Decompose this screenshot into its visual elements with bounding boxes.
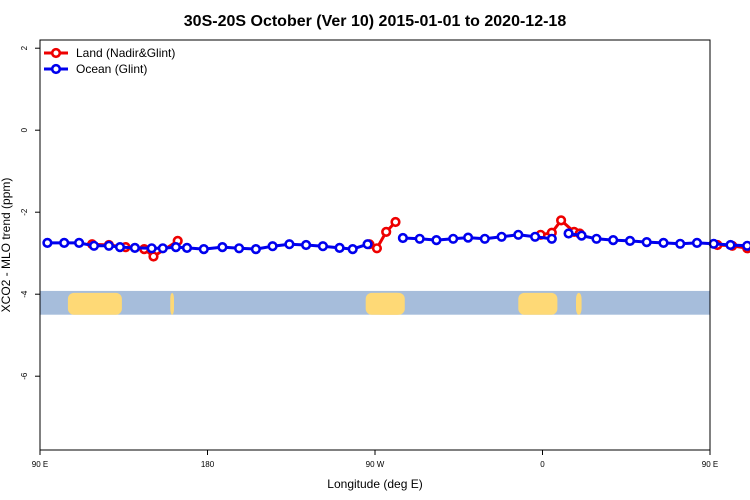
- data-point: [362, 239, 373, 250]
- x-axis: 90 E 180 90 W 0 90 E: [32, 450, 718, 469]
- x-tick-label: 90 E: [702, 460, 718, 469]
- y-tick-label: 0: [20, 127, 29, 132]
- background-band: [40, 290, 710, 315]
- data-point: [181, 242, 193, 253]
- chart-title: 30S-20S October (Ver 10) 2015-01-01 to 2…: [184, 13, 567, 30]
- data-point: [708, 238, 719, 249]
- x-axis-label: Longitude (deg E): [327, 477, 422, 491]
- data-point: [576, 230, 587, 241]
- data-point: [317, 241, 329, 252]
- y-axis-label: XCO2 - MLO trend (ppm): [0, 178, 13, 313]
- y-axis: 2 0 -2 -4 -6: [20, 45, 40, 380]
- data-point: [397, 232, 409, 244]
- data-point: [157, 243, 168, 254]
- legend-entry: Ocean (Glint): [76, 62, 147, 76]
- y-tick-label: -6: [20, 372, 29, 380]
- data-point: [146, 243, 157, 254]
- data-point: [250, 244, 261, 255]
- data-point: [301, 239, 312, 251]
- data-point: [414, 233, 425, 244]
- data-point: [742, 240, 750, 251]
- data-point: [103, 240, 114, 251]
- data-point: [529, 231, 541, 242]
- land-patch: [375, 292, 403, 315]
- series-line: [47, 241, 369, 251]
- land-patch: [170, 292, 174, 315]
- series-layer: [42, 215, 750, 262]
- series-line: [402, 233, 552, 242]
- legend-marker: [50, 63, 62, 75]
- y-tick-label: -4: [20, 290, 29, 298]
- data-point: [463, 232, 474, 243]
- data-point: [431, 235, 442, 246]
- data-point: [691, 237, 703, 248]
- land-patch: [67, 292, 122, 315]
- data-point: [725, 239, 736, 251]
- data-point: [347, 244, 358, 255]
- y-tick-label: 2: [20, 45, 29, 50]
- legend-marker: [50, 47, 62, 59]
- series-ocean: [42, 228, 750, 255]
- data-point: [148, 251, 159, 262]
- data-point: [513, 229, 524, 240]
- data-point: [381, 226, 392, 237]
- data-point: [555, 215, 567, 226]
- data-point: [546, 233, 557, 244]
- data-point: [284, 239, 295, 250]
- data-point: [198, 244, 209, 255]
- data-point: [496, 231, 507, 242]
- y-tick-label: -2: [20, 208, 29, 216]
- data-point: [267, 241, 278, 252]
- data-point: [88, 240, 100, 251]
- data-point: [170, 242, 181, 253]
- data-point: [234, 243, 245, 254]
- x-tick-label: 90 E: [32, 460, 48, 469]
- legend-entry: Land (Nadir&Glint): [76, 46, 175, 60]
- data-point: [641, 237, 652, 248]
- land-patch: [518, 292, 558, 315]
- data-point: [42, 237, 53, 248]
- series-line: [568, 232, 750, 248]
- data-point: [129, 242, 140, 253]
- data-point: [59, 237, 70, 248]
- x-tick-label: 90 W: [366, 460, 385, 469]
- land-patch: [576, 292, 582, 315]
- data-point: [479, 233, 490, 244]
- data-point: [114, 242, 126, 253]
- x-tick-label: 180: [201, 460, 215, 469]
- data-point: [217, 242, 228, 253]
- data-point: [608, 235, 619, 246]
- data-point: [675, 238, 686, 249]
- data-point: [624, 235, 636, 246]
- data-point: [563, 228, 574, 239]
- data-point: [390, 216, 401, 228]
- legend: Land (Nadir&Glint) Ocean (Glint): [44, 46, 175, 76]
- x-tick-label: 0: [540, 460, 545, 469]
- data-point: [658, 237, 669, 248]
- data-point: [448, 233, 459, 244]
- data-point: [73, 237, 85, 248]
- data-point: [591, 233, 602, 244]
- data-point: [371, 243, 383, 254]
- data-point: [334, 242, 345, 253]
